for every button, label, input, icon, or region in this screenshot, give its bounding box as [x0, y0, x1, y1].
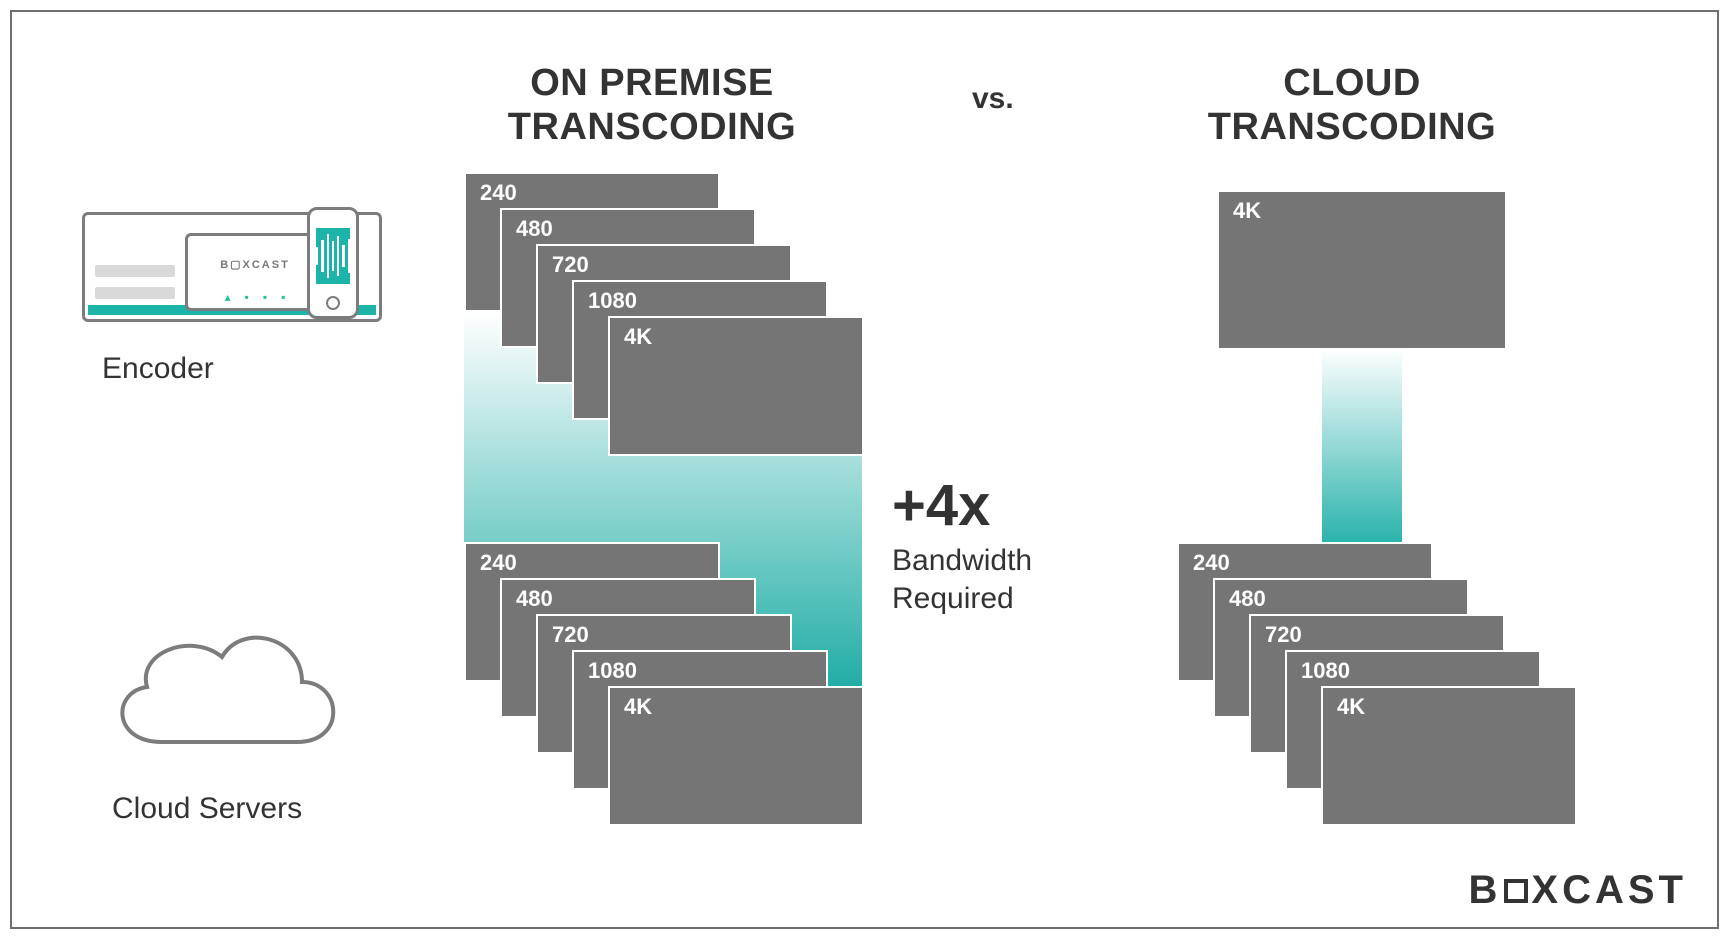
title-on-premise-line1: ON PREMISETRANSCODING: [508, 62, 796, 148]
resolution-label: 4K: [1233, 198, 1261, 224]
resolution-label: 240: [1193, 550, 1230, 576]
resolution-box: 4K: [1321, 686, 1577, 826]
boxcaster-icon: B▢XCAST ▴▪▪▪: [185, 233, 325, 311]
resolution-label: 720: [1265, 622, 1302, 648]
resolution-label: 4K: [624, 324, 652, 350]
title-on-premise: ON PREMISETRANSCODING: [442, 62, 862, 149]
resolution-label: 480: [516, 586, 553, 612]
phone-waveform-icon: [316, 228, 350, 284]
resolution-label: 720: [552, 622, 589, 648]
cloud-icon: [92, 602, 352, 762]
boxcast-logo: B XCAST: [1469, 868, 1687, 913]
rack-slot: [95, 287, 175, 299]
cloud-stream: [1322, 348, 1402, 544]
brand-suffix: XCAST: [1531, 868, 1687, 913]
bandwidth-multiplier: +4x: [892, 472, 990, 539]
resolution-label: 1080: [588, 288, 637, 314]
encoder-label: Encoder: [102, 352, 214, 386]
title-cloud-text: CLOUDTRANSCODING: [1208, 62, 1496, 148]
resolution-label: 240: [480, 550, 517, 576]
boxcaster-brand-text: B▢XCAST: [188, 258, 322, 271]
resolution-label: 240: [480, 180, 517, 206]
diagram-frame: ON PREMISETRANSCODING vs. CLOUDTRANSCODI…: [10, 10, 1719, 929]
bandwidth-line2: Required: [892, 582, 1014, 615]
resolution-label: 480: [1229, 586, 1266, 612]
brand-square-icon: [1504, 879, 1528, 903]
phone-icon: [307, 207, 359, 319]
resolution-label: 4K: [624, 694, 652, 720]
rack-slot: [95, 265, 175, 277]
resolution-label: 720: [552, 252, 589, 278]
resolution-box: 4K: [608, 686, 864, 826]
encoder-device-icon: B▢XCAST ▴▪▪▪: [82, 212, 382, 322]
brand-prefix: B: [1469, 868, 1502, 913]
boxcaster-leds: ▴▪▪▪: [188, 290, 322, 304]
resolution-label: 1080: [1301, 658, 1350, 684]
resolution-label: 1080: [588, 658, 637, 684]
resolution-box: 4K: [608, 316, 864, 456]
resolution-box: 4K: [1217, 190, 1507, 350]
bandwidth-line1: Bandwidth: [892, 544, 1032, 577]
title-cloud: CLOUDTRANSCODING: [1142, 62, 1562, 149]
cloud-servers-label: Cloud Servers: [112, 792, 302, 826]
bandwidth-text: Bandwidth Required: [892, 542, 1032, 617]
title-vs: vs.: [972, 82, 1014, 116]
resolution-label: 480: [516, 216, 553, 242]
resolution-label: 4K: [1337, 694, 1365, 720]
